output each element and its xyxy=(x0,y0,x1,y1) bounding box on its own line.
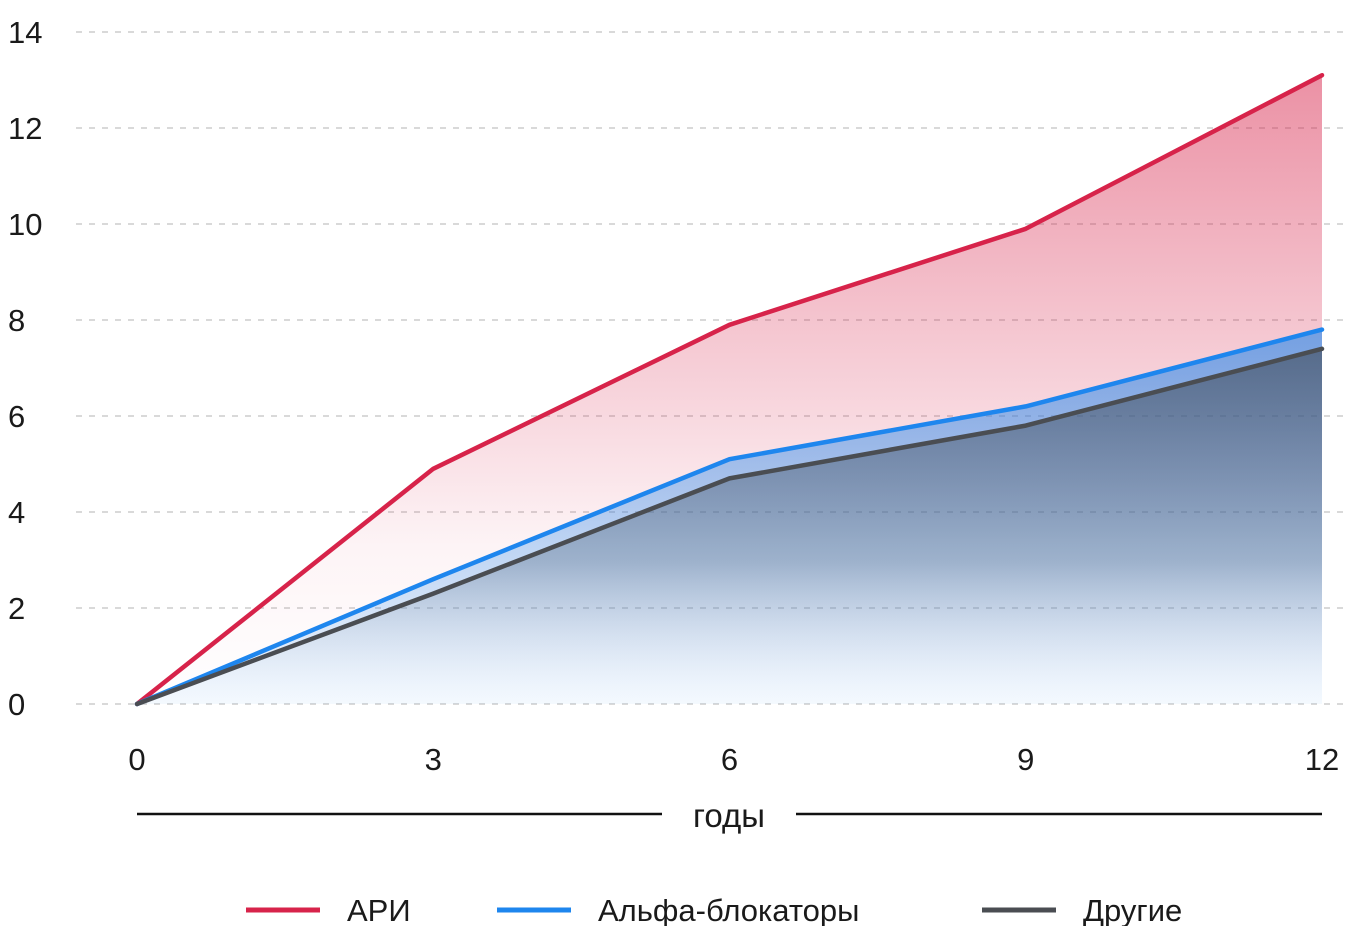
series-areas xyxy=(137,75,1322,704)
legend-label: АРИ xyxy=(347,893,411,926)
legend-label: Другие xyxy=(1083,893,1182,926)
legend-label: Альфа-блокаторы xyxy=(598,893,859,926)
series-lines xyxy=(134,72,1325,707)
legend: АРИ Альфа-блокаторы Другие xyxy=(246,893,1182,926)
x-tick-label: 9 xyxy=(1017,742,1034,777)
series-line-1 xyxy=(134,327,1325,707)
x-axis-ticks: 0 3 6 9 12 xyxy=(128,742,1339,777)
series-line-0 xyxy=(134,72,1325,707)
x-axis-title: годы xyxy=(693,797,765,834)
y-tick-label: 8 xyxy=(8,303,25,338)
y-axis-ticks: 0 2 4 6 8 10 12 14 xyxy=(8,15,42,722)
x-tick-label: 3 xyxy=(425,742,442,777)
y-tick-label: 10 xyxy=(8,207,42,242)
y-tick-label: 0 xyxy=(8,687,25,722)
y-tick-label: 14 xyxy=(8,15,42,50)
y-tick-label: 2 xyxy=(8,591,25,626)
y-tick-label: 4 xyxy=(8,495,25,530)
series-line-2 xyxy=(134,346,1325,707)
series-area-2 xyxy=(137,348,1322,704)
x-tick-label: 0 xyxy=(128,742,145,777)
x-tick-label: 6 xyxy=(721,742,738,777)
x-tick-label: 12 xyxy=(1305,742,1339,777)
x-axis-title-group: годы xyxy=(137,797,1322,834)
y-tick-label: 12 xyxy=(8,111,42,146)
y-tick-label: 6 xyxy=(8,399,25,434)
